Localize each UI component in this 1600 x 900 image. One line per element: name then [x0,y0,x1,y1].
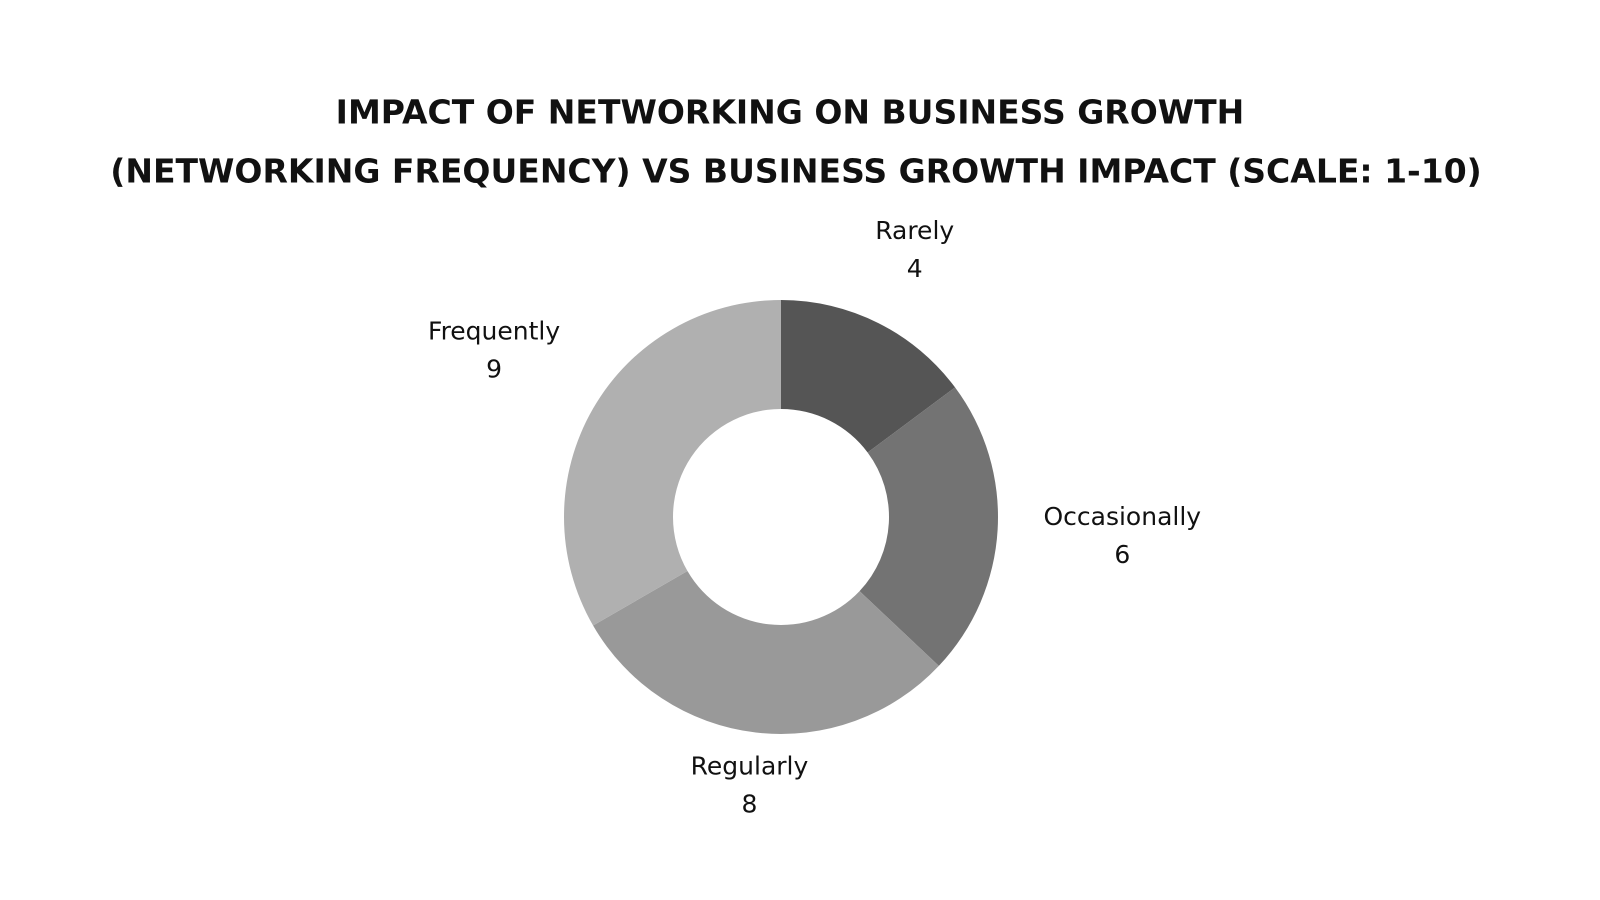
slice-value: 4 [907,254,923,283]
chart-title: IMPACT OF NETWORKING ON BUSINESS GROWTH [336,93,1245,132]
slice-label: Frequently [428,316,560,345]
donut-slice [859,387,998,666]
slice-value: 6 [1114,540,1130,569]
slice-value: 8 [742,789,758,818]
donut-slice [781,300,956,453]
donut-slice [593,571,939,735]
chart-subtitle: (NETWORKING FREQUENCY) VS BUSINESS GROWT… [110,152,1481,191]
donut-slice [564,300,781,626]
slice-label: Occasionally [1043,502,1201,531]
slice-label: Rarely [875,216,954,245]
slice-value: 9 [486,354,502,383]
slice-label: Regularly [691,751,809,780]
